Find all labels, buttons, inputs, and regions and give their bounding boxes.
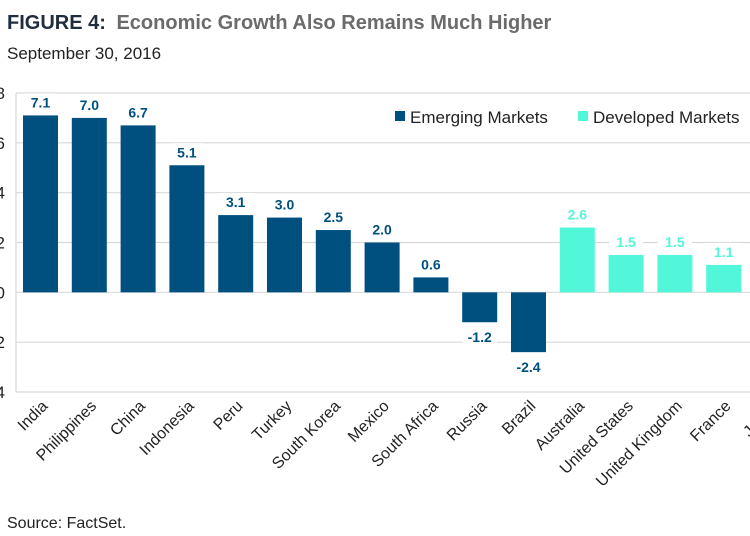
y-tick-label: -4 [0,383,5,402]
y-tick-label: 8 [0,84,5,103]
title-prefix: FIGURE 4: [7,12,106,34]
value-label: 1.5 [616,234,636,250]
legend-box [380,99,750,135]
value-label: 2.6 [568,207,588,223]
value-label: 3.0 [275,197,295,213]
value-label: 6.7 [128,104,148,120]
y-tick-label: 4 [0,184,5,203]
bar-south-africa [413,277,449,293]
y-axis: 8 6 4 2 0 -2 -4 [0,84,5,402]
x-tick-label: Brazil [499,398,539,438]
value-label: 2.0 [372,222,392,238]
value-label-bg [218,193,253,211]
x-tick-label: China [107,398,149,440]
bar-united-states [608,254,644,293]
title-main: Economic Growth Also Remains Much Higher [116,12,551,34]
value-label: 3.1 [226,194,246,210]
value-label: 0.6 [421,256,441,272]
value-label-bg [267,195,302,213]
chart-title: FIGURE 4: Economic Growth Also Remains M… [7,12,552,34]
bar-south-korea [315,230,351,293]
y-tick-label: 6 [0,134,5,153]
x-tick-label: France [687,398,734,445]
value-label: -1.2 [468,329,492,345]
bar-united-kingdom [657,254,693,293]
bar-india [23,115,58,293]
legend-swatch-emerging [395,111,405,121]
value-label: 5.1 [177,144,197,160]
value-label-bg [413,255,448,273]
x-tick-label: Russia [444,398,491,445]
x-tick-label: India [15,398,52,435]
chart-subtitle: September 30, 2016 [7,44,161,63]
x-tick-label: Mexico [345,398,393,446]
value-label-bg [560,205,595,223]
value-label: 7.1 [31,94,51,110]
x-tick-label: Japan [740,398,750,441]
value-label-bg [121,103,156,121]
bar-china [120,125,156,293]
value-labels: 7.1 7.0 6.7 5.1 3.1 3.0 2.5 2.0 0.6 -1.2 -2.4 2.6 1.… [23,93,741,376]
legend-swatch-developed [578,111,588,121]
bar-australia [559,227,595,293]
value-label-bg [706,242,741,260]
value-label-bg [23,93,58,111]
bar-russia [462,292,498,323]
legend: Emerging Markets Developed Markets [380,99,750,135]
x-tick-label: United Kingdom [593,398,686,491]
x-tick-label: Peru [211,398,247,434]
value-label: 7.0 [80,97,100,113]
source-note: Source: FactSet. [7,515,126,532]
bar-turkey [267,217,302,293]
bar-indonesia [169,165,205,293]
value-label-bg [72,95,107,113]
bar-philippines [71,117,107,293]
value-label: 1.1 [714,244,734,260]
value-label-bg [316,208,351,226]
bar-brazil [511,292,546,353]
value-label-bg [462,328,497,346]
legend-label-emerging: Emerging Markets [410,108,548,127]
y-tick-label: 2 [0,234,5,253]
bars [23,115,742,353]
value-label: 2.5 [324,209,344,225]
bar-france [706,264,742,293]
value-label-bg [511,358,546,376]
legend-label-developed: Developed Markets [593,108,739,127]
value-label: 1.5 [665,234,685,250]
value-label-bg [365,220,400,238]
value-label-bg [657,232,692,250]
x-tick-label: Turkey [249,398,295,444]
bar-peru [218,215,254,293]
bar-mexico [364,242,400,293]
y-tick-label: 0 [0,283,5,302]
value-label-bg [169,143,204,161]
y-tick-label: -2 [0,333,5,352]
value-label-bg [609,232,644,250]
value-label: -2.4 [516,359,540,375]
